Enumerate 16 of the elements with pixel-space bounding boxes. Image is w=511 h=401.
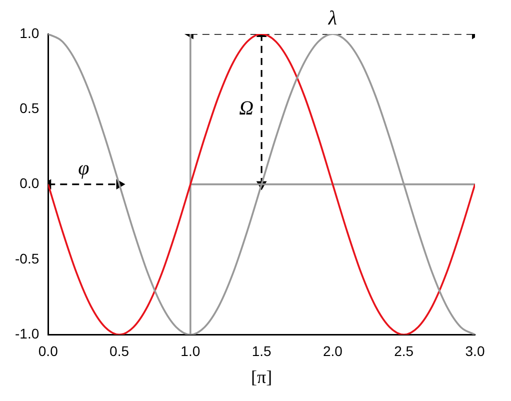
x-tick-label: 3.0 <box>465 342 485 359</box>
x-tick-label: 1.5 <box>252 342 272 359</box>
x-tick-label: 1.0 <box>180 342 200 359</box>
y-tick-label: 1.0 <box>20 24 40 41</box>
x-tick-label: 0.0 <box>38 342 58 359</box>
x-axis-title: [π] <box>251 366 272 387</box>
y-tick-label: -1.0 <box>15 325 40 342</box>
y-tick-label: -0.5 <box>15 250 40 266</box>
annotation: Ω <box>239 97 254 120</box>
x-tick-label: 2.5 <box>394 342 414 359</box>
x-tick-label: 0.5 <box>110 342 130 359</box>
x-tick-label: 2.0 <box>322 342 343 359</box>
y-tick-label: 0.5 <box>20 100 40 116</box>
annotation: φ <box>78 158 90 180</box>
annotation: λ <box>327 7 338 30</box>
y-tick-label: 0.0 <box>20 175 40 192</box>
